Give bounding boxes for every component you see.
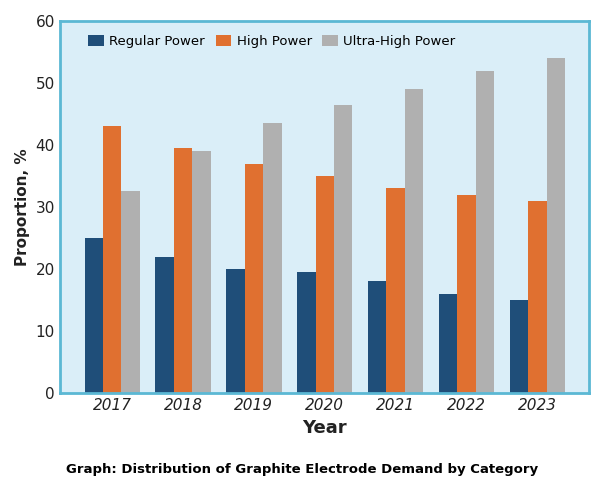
Bar [85,238,103,393]
Bar [297,272,315,393]
Bar [457,194,476,393]
Bar [405,89,423,393]
Bar [226,269,245,393]
Text: Graph: Distribution of Graphite Electrode Demand by Category: Graph: Distribution of Graphite Electrod… [66,463,538,476]
Bar [439,294,457,393]
Bar [476,70,494,393]
Bar [121,191,140,393]
Bar [368,281,387,393]
Bar [245,164,263,393]
X-axis label: Year: Year [303,419,347,437]
Bar [263,123,281,393]
Bar [103,126,121,393]
Bar [528,201,547,393]
Bar [174,148,192,393]
Y-axis label: Proportion, %: Proportion, % [15,148,30,266]
Legend: Regular Power, High Power, Ultra-High Power: Regular Power, High Power, Ultra-High Po… [83,30,461,53]
Bar [334,104,352,393]
Bar [155,257,174,393]
Bar [315,176,334,393]
Bar [192,151,211,393]
Bar [547,58,565,393]
Bar [387,189,405,393]
Bar [510,300,528,393]
